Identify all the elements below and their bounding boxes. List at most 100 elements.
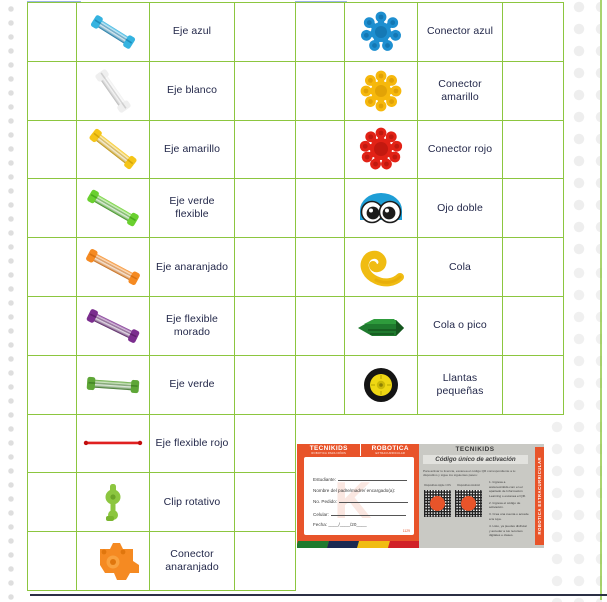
student-field[interactable]: Estudiante:: [313, 475, 409, 483]
tail-icon: [345, 241, 417, 293]
part-label-cell: Conector rojo: [417, 119, 503, 180]
row-checkbox-cell[interactable]: [295, 178, 345, 239]
row-checkbox-cell[interactable]: [27, 295, 77, 356]
part-label: Eje anaranjado: [155, 260, 229, 273]
row-checkbox-cell[interactable]: [295, 354, 345, 415]
red-connector-icon: [345, 123, 417, 175]
part-label: Conector anaranjado: [165, 548, 219, 574]
row-notes-cell[interactable]: [234, 60, 296, 121]
part-label: Eje amarillo: [163, 142, 221, 155]
red-flexible-axle-icon: [77, 417, 149, 469]
table-row: Cola o pico: [295, 295, 564, 356]
phone-field[interactable]: Celular:: [313, 510, 409, 518]
card-right-title: TECNIKIDS: [455, 446, 495, 453]
card-code-number: 1129: [402, 529, 410, 533]
blue-guide-tick-top: [27, 1, 81, 2]
row-checkbox-cell[interactable]: [27, 119, 77, 180]
row-checkbox-cell[interactable]: [295, 119, 345, 180]
table-row: Conector amarillo: [295, 60, 564, 121]
qr-android[interactable]: Dispositivos Android: [455, 484, 482, 517]
part-label-cell: Conector amarillo: [417, 60, 503, 121]
part-image-cell: [344, 178, 418, 239]
row-checkbox-cell[interactable]: [295, 2, 345, 62]
part-label: Cola o pico: [433, 319, 487, 332]
orange-connector-icon: [77, 535, 149, 587]
row-checkbox-cell[interactable]: [27, 531, 77, 591]
row-notes-cell[interactable]: [502, 178, 564, 239]
row-checkbox-cell[interactable]: [27, 60, 77, 121]
table-row: Eje anaranjado: [27, 237, 296, 297]
part-image-cell: [76, 413, 150, 474]
row-notes-cell[interactable]: [502, 2, 564, 62]
yellow-connector-icon: [345, 65, 417, 117]
part-label: Eje azul: [172, 25, 212, 38]
row-checkbox-cell[interactable]: [27, 237, 77, 297]
order-field[interactable]: No. Pedido:: [313, 497, 409, 505]
card-fields-list: Estudiante: Nombre del padre/madre/ encar…: [313, 475, 409, 532]
part-image-cell: [76, 119, 150, 180]
part-label-cell: Cola: [417, 237, 503, 297]
guardian-field[interactable]: Nombre del padre/madre/ encargado(a):: [313, 487, 396, 493]
part-label-cell: Eje flexible rojo: [149, 413, 235, 474]
card-side-tab: ROBOTICA EXTRACURRICULAR: [535, 447, 544, 545]
row-notes-cell[interactable]: [234, 295, 296, 356]
row-notes-cell[interactable]: [502, 60, 564, 121]
small-wheels-icon: [345, 359, 417, 411]
part-label: Conector amarillo: [438, 77, 482, 103]
part-label-cell: Eje flexible morado: [149, 295, 235, 356]
row-notes-cell[interactable]: [502, 295, 564, 356]
row-checkbox-cell[interactable]: [27, 472, 77, 533]
activation-step: 1. Ingresa a www.tecnikids.com en el apa…: [489, 480, 526, 498]
table-row: Eje verde flexible: [27, 178, 296, 239]
card-left-panel: K Estudiante: Nombre del padre/madre/ enc…: [297, 444, 421, 548]
parts-table-left: Eje azul Eje blanco Eje amarillo Eje verde …: [27, 2, 296, 591]
row-notes-cell[interactable]: [234, 354, 296, 415]
row-notes-cell[interactable]: [234, 2, 296, 62]
qr-ios[interactable]: Dispositivos Apple / iOS: [424, 484, 451, 517]
row-checkbox-cell[interactable]: [295, 237, 345, 297]
part-label-cell: Ojo doble: [417, 178, 503, 239]
part-image-cell: [76, 295, 150, 356]
row-checkbox-cell[interactable]: [27, 413, 77, 474]
row-notes-cell[interactable]: [234, 237, 296, 297]
table-row: Conector rojo: [295, 119, 564, 180]
activation-step: 4. Listo, ya puedes disfrutar y acceder …: [489, 523, 528, 538]
row-notes-cell[interactable]: [502, 237, 564, 297]
row-notes-cell[interactable]: [234, 178, 296, 239]
row-notes-cell[interactable]: [234, 472, 296, 533]
part-label-cell: Conector azul: [417, 2, 503, 62]
row-checkbox-cell[interactable]: [295, 295, 345, 356]
brand-tecnikids: TECNIKIDS ROBOTICA PARA NIÑOS: [297, 444, 361, 456]
row-checkbox-cell[interactable]: [27, 2, 77, 62]
row-notes-cell[interactable]: [234, 531, 296, 591]
part-label: Eje flexible rojo: [155, 436, 229, 449]
qr-caption: Dispositivos Apple / iOS: [424, 484, 451, 487]
table-row: Conector anaranjado: [27, 531, 296, 591]
row-notes-cell[interactable]: [502, 119, 564, 180]
row-notes-cell[interactable]: [234, 413, 296, 474]
table-row: Eje flexible morado: [27, 295, 296, 356]
qr-image: [424, 490, 451, 517]
date-field[interactable]: Fecha: ____/____/20____: [313, 522, 367, 528]
part-label: Cola: [449, 260, 471, 273]
part-label: Eje verde flexible: [169, 195, 215, 221]
card-brand-bar: TECNIKIDS ROBOTICA PARA NIÑOS ROBOTICA E…: [297, 444, 419, 456]
part-label-cell: Llantas pequeñas: [417, 354, 503, 415]
part-label-cell: Eje verde flexible: [149, 178, 235, 239]
table-row: Ojo doble: [295, 178, 564, 239]
part-label: Eje flexible morado: [166, 312, 218, 338]
row-checkbox-cell[interactable]: [295, 60, 345, 121]
yellow-axle-icon: [77, 123, 149, 175]
card-color-stripes: [297, 541, 421, 548]
part-image-cell: [76, 472, 150, 533]
part-label: Eje verde: [169, 378, 215, 391]
table-row: Conector azul: [295, 2, 564, 62]
row-notes-cell[interactable]: [502, 354, 564, 415]
table-row: Eje verde: [27, 354, 296, 415]
part-image-cell: [344, 119, 418, 180]
part-image-cell: [344, 237, 418, 297]
row-notes-cell[interactable]: [234, 119, 296, 180]
purple-flexible-axle-icon: [77, 300, 149, 352]
row-checkbox-cell[interactable]: [27, 178, 77, 239]
row-checkbox-cell[interactable]: [27, 354, 77, 415]
